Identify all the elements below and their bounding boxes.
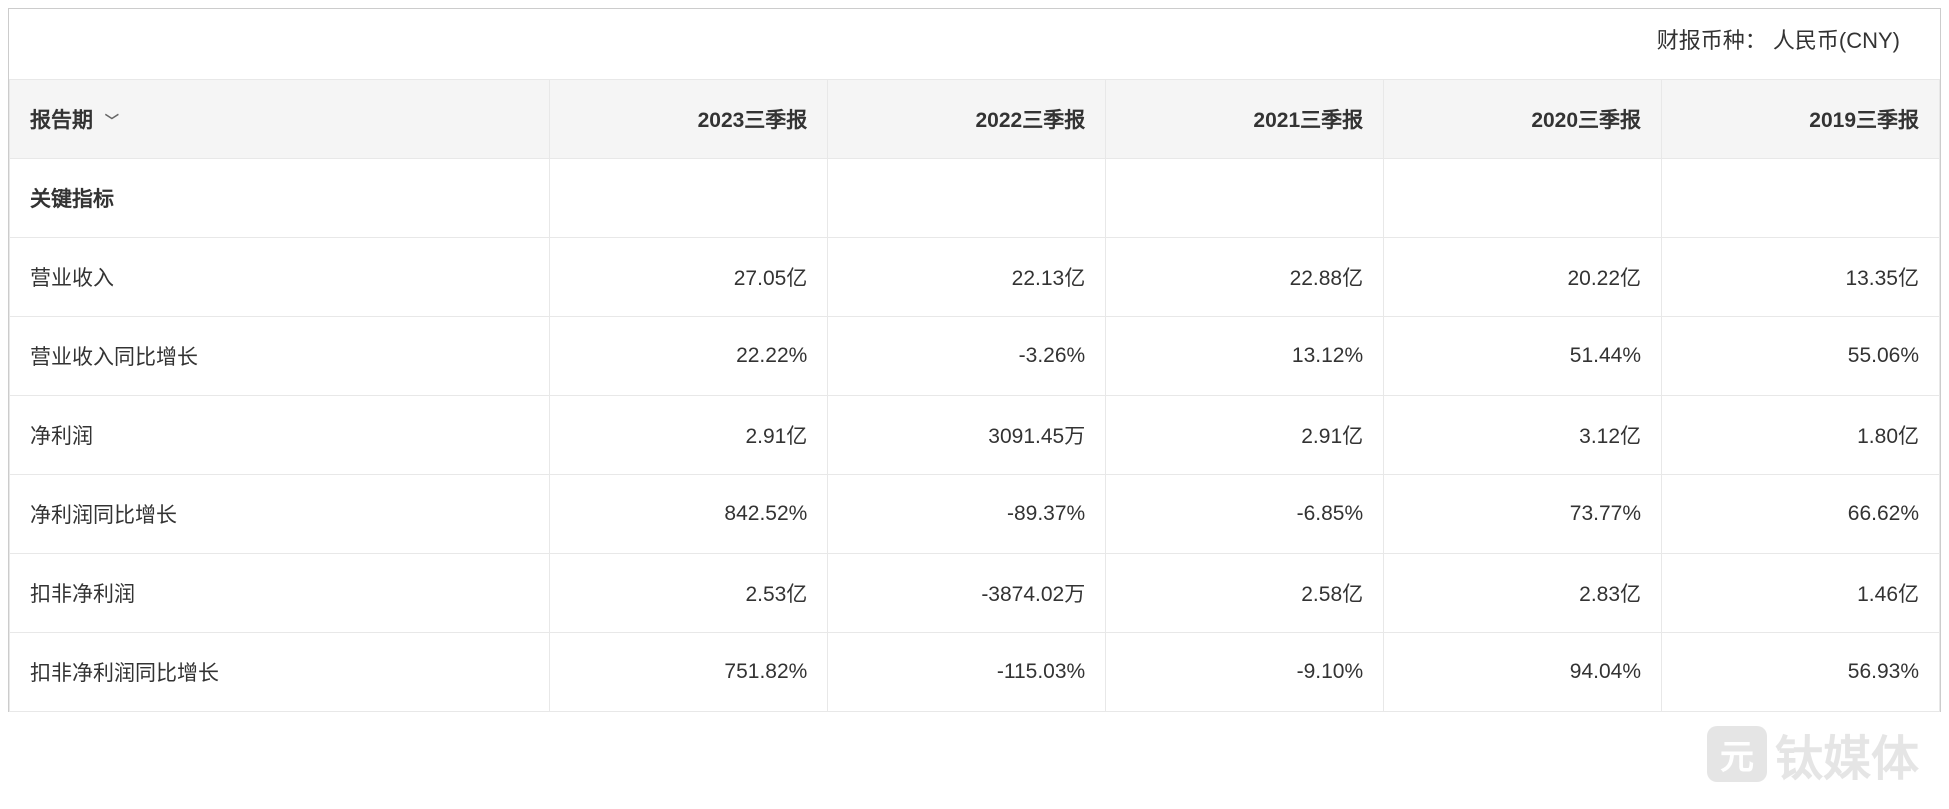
watermark: 钛媒体 xyxy=(1707,719,1919,789)
row-label: 净利润 xyxy=(10,396,550,475)
cell-value: 51.44% xyxy=(1384,317,1662,396)
chevron-down-icon: ﹀ xyxy=(105,111,119,131)
cell-value: 2.83亿 xyxy=(1384,554,1662,633)
cell-value: 1.80亿 xyxy=(1662,396,1940,475)
cell-value: 2.91亿 xyxy=(1106,396,1384,475)
cell-value: 22.88亿 xyxy=(1106,238,1384,317)
cell-value: 13.12% xyxy=(1106,317,1384,396)
cell-value: 2.53亿 xyxy=(550,554,828,633)
watermark-text: 钛媒体 xyxy=(1775,719,1919,789)
cell-value: 842.52% xyxy=(550,475,828,554)
row-label: 扣非净利润同比增长 xyxy=(10,633,550,712)
cell-value: 55.06% xyxy=(1662,317,1940,396)
watermark-logo-icon xyxy=(1707,726,1767,782)
cell-value: -6.85% xyxy=(1106,475,1384,554)
cell-value: 2.58亿 xyxy=(1106,554,1384,633)
table-row: 净利润 2.91亿 3091.45万 2.91亿 3.12亿 1.80亿 xyxy=(10,396,1940,475)
cell-value: 20.22亿 xyxy=(1384,238,1662,317)
empty-cell xyxy=(550,159,828,238)
empty-cell xyxy=(1106,159,1384,238)
cell-value: 13.35亿 xyxy=(1662,238,1940,317)
col-header: 2021三季报 xyxy=(1106,80,1384,159)
row-label: 营业收入同比增长 xyxy=(10,317,550,396)
cell-value: 3.12亿 xyxy=(1384,396,1662,475)
cell-value: 94.04% xyxy=(1384,633,1662,712)
row-label: 营业收入 xyxy=(10,238,550,317)
table-row: 扣非净利润同比增长 751.82% -115.03% -9.10% 94.04%… xyxy=(10,633,1940,712)
cell-value: 1.46亿 xyxy=(1662,554,1940,633)
col-header: 2023三季报 xyxy=(550,80,828,159)
cell-value: 751.82% xyxy=(550,633,828,712)
table-row: 净利润同比增长 842.52% -89.37% -6.85% 73.77% 66… xyxy=(10,475,1940,554)
cell-value: 3091.45万 xyxy=(828,396,1106,475)
cell-value: -9.10% xyxy=(1106,633,1384,712)
period-header[interactable]: 报告期 ﹀ xyxy=(10,80,550,159)
cell-value: -3874.02万 xyxy=(828,554,1106,633)
report-container: 财报币种： 人民币(CNY) 报告期 ﹀ 2023三季报 2022三季报 202… xyxy=(8,8,1941,712)
cell-value: 2.91亿 xyxy=(550,396,828,475)
row-label: 扣非净利润 xyxy=(10,554,550,633)
empty-cell xyxy=(1662,159,1940,238)
row-label: 净利润同比增长 xyxy=(10,475,550,554)
col-header: 2019三季报 xyxy=(1662,80,1940,159)
empty-cell xyxy=(828,159,1106,238)
financial-table: 报告期 ﹀ 2023三季报 2022三季报 2021三季报 2020三季报 20… xyxy=(9,80,1940,712)
table-row: 扣非净利润 2.53亿 -3874.02万 2.58亿 2.83亿 1.46亿 xyxy=(10,554,1940,633)
cell-value: 22.22% xyxy=(550,317,828,396)
empty-cell xyxy=(1384,159,1662,238)
cell-value: 22.13亿 xyxy=(828,238,1106,317)
cell-value: 56.93% xyxy=(1662,633,1940,712)
cell-value: 27.05亿 xyxy=(550,238,828,317)
cell-value: 66.62% xyxy=(1662,475,1940,554)
cell-value: -3.26% xyxy=(828,317,1106,396)
section-header-row: 关键指标 xyxy=(10,159,1940,238)
table-header-row: 报告期 ﹀ 2023三季报 2022三季报 2021三季报 2020三季报 20… xyxy=(10,80,1940,159)
cell-value: 73.77% xyxy=(1384,475,1662,554)
table-row: 营业收入 27.05亿 22.13亿 22.88亿 20.22亿 13.35亿 xyxy=(10,238,1940,317)
col-header: 2020三季报 xyxy=(1384,80,1662,159)
currency-label: 财报币种： 人民币(CNY) xyxy=(9,9,1940,80)
section-title: 关键指标 xyxy=(10,159,550,238)
period-header-label: 报告期 xyxy=(30,109,93,132)
col-header: 2022三季报 xyxy=(828,80,1106,159)
table-row: 营业收入同比增长 22.22% -3.26% 13.12% 51.44% 55.… xyxy=(10,317,1940,396)
cell-value: -115.03% xyxy=(828,633,1106,712)
cell-value: -89.37% xyxy=(828,475,1106,554)
